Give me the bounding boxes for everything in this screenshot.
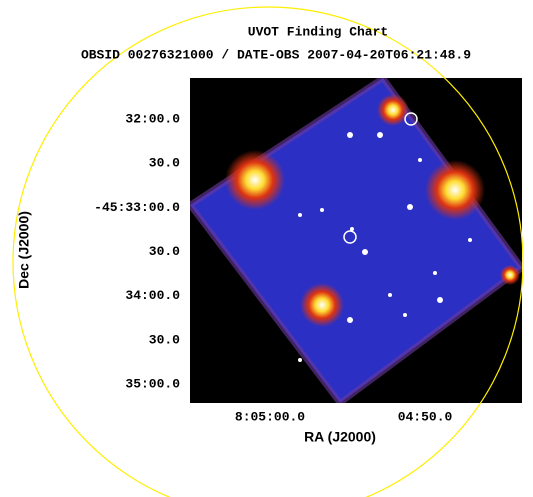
- subtitle: OBSID 00276321000 / DATE-OBS 2007-04-20T…: [81, 47, 471, 62]
- y-tick-label: 34:00.0: [125, 288, 180, 303]
- bright-source: [425, 160, 485, 220]
- stars: [298, 132, 472, 362]
- source-marker: [404, 112, 418, 126]
- x-tick-labels: 8:05:00.0 04:50.0: [235, 409, 453, 424]
- bright-source: [300, 283, 344, 327]
- x-tick-label: 8:05:00.0: [235, 409, 305, 424]
- y-tick-label: 30.0: [149, 244, 180, 259]
- bright-source: [377, 94, 409, 126]
- bright-source: [225, 150, 285, 210]
- sky-image: [190, 78, 522, 403]
- field-circle: [12, 6, 524, 497]
- y-tick-label: -45:33:00.0: [94, 200, 180, 215]
- bright-source: [500, 265, 520, 285]
- x-axis-label: RA (J2000): [304, 429, 376, 445]
- y-tick-labels: 32:00.0 30.0 -45:33:00.0 30.0 34:00.0 30.0 35:…: [94, 111, 180, 391]
- y-tick-label: 30.0: [149, 156, 180, 171]
- y-tick-label: 30.0: [149, 332, 180, 347]
- title: UVOT Finding Chart: [248, 24, 388, 39]
- y-tick-label: 35:00.0: [125, 377, 180, 392]
- y-axis-label: Dec (J2000): [16, 211, 32, 289]
- target-marker: [343, 230, 357, 244]
- y-tick-label: 32:00.0: [125, 111, 180, 126]
- x-tick-label: 04:50.0: [398, 409, 453, 424]
